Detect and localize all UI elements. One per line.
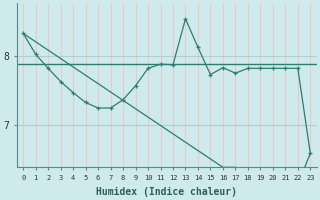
X-axis label: Humidex (Indice chaleur): Humidex (Indice chaleur) [96,186,237,197]
